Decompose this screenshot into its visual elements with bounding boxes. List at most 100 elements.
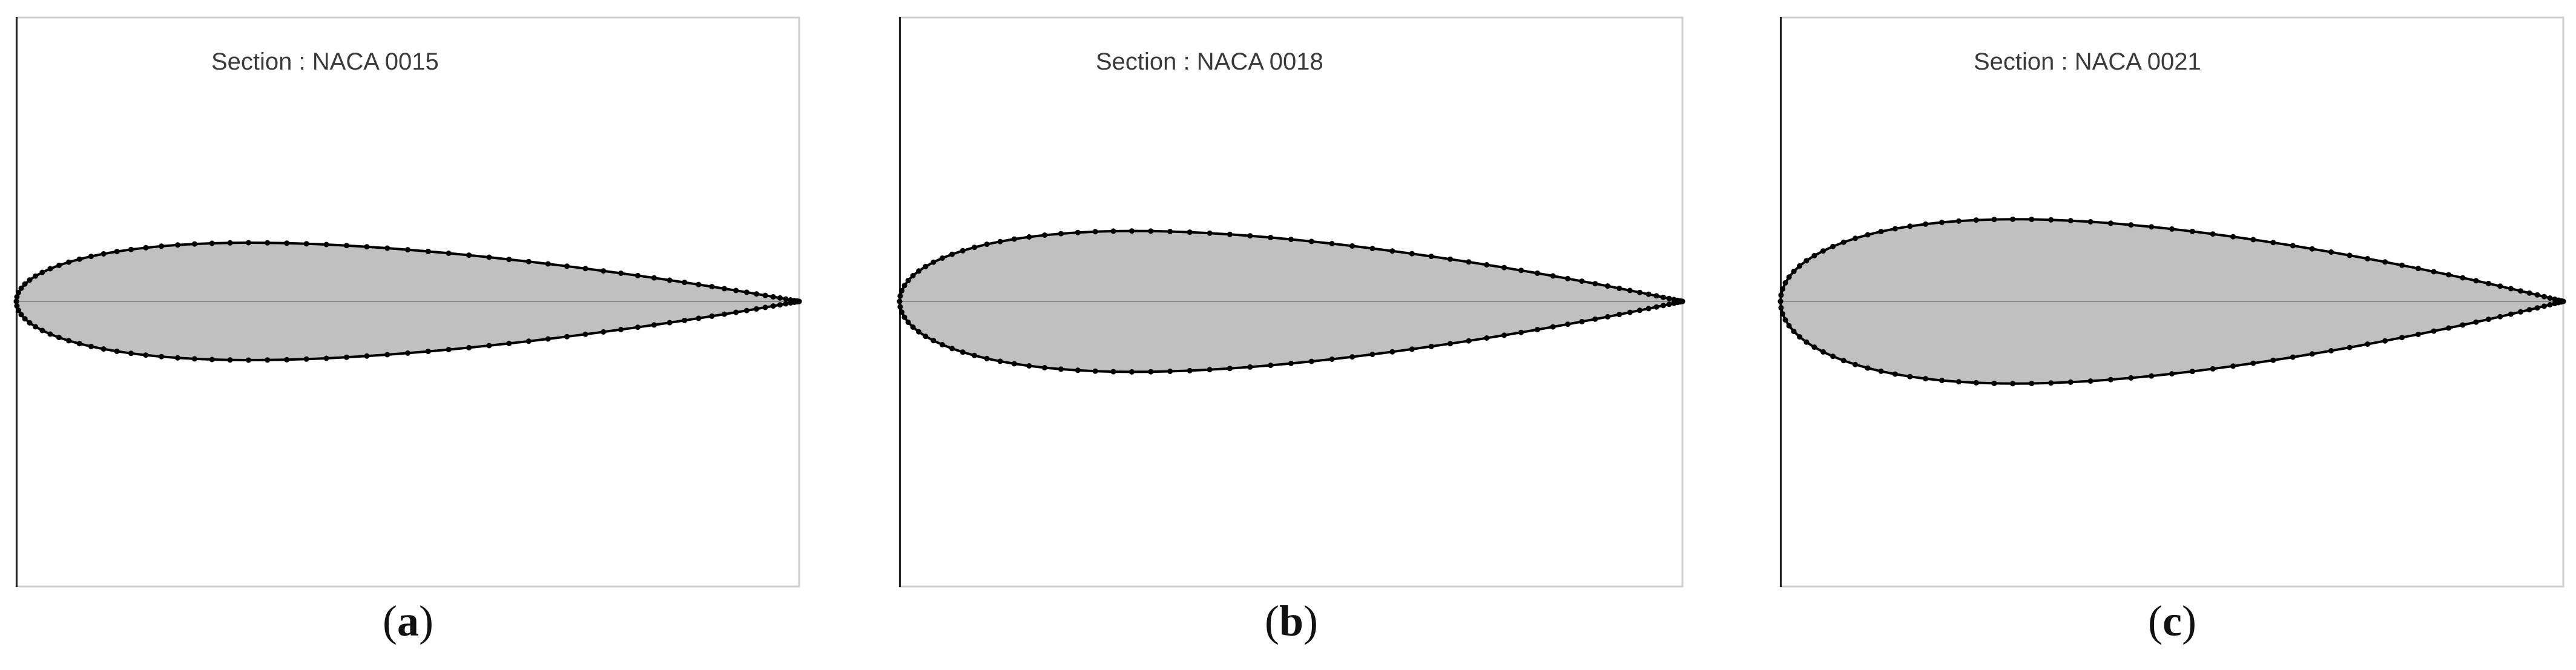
airfoil-node [770, 303, 776, 309]
airfoil-node [284, 356, 290, 363]
airfoil-node [696, 281, 702, 287]
airfoil-node [635, 324, 641, 330]
airfoil-node [1247, 364, 1253, 370]
airfoil-node [1484, 335, 1490, 341]
airfoil-node [1329, 241, 1335, 246]
airfoil-node [1939, 378, 1945, 384]
airfoil-node [1075, 229, 1081, 235]
airfoil-node [2149, 224, 2155, 230]
airfoil-node [18, 312, 24, 318]
airfoil-node [2048, 380, 2054, 386]
airfoil-node [425, 248, 431, 254]
airfoil-node [1579, 278, 1585, 284]
airfoil-node [1058, 366, 1064, 372]
airfoil-node [899, 309, 904, 315]
airfoil-node [910, 324, 916, 330]
airfoil-node [2497, 283, 2503, 289]
airfoil-node [2230, 234, 2236, 240]
airfoil-node [227, 240, 233, 246]
airfoil-node [651, 275, 657, 281]
airfoil-node [1550, 273, 1556, 279]
airfoil-node [1811, 252, 1817, 258]
airfoil-node [33, 273, 39, 279]
airfoil-node [2365, 255, 2371, 261]
airfoil-node [1605, 314, 1610, 320]
airfoil-node [303, 356, 309, 362]
airfoil-node [709, 313, 715, 319]
airfoil-node [2415, 266, 2421, 272]
airfoil-node [2473, 319, 2479, 325]
airfoil-node [545, 336, 551, 342]
airfoil-node [265, 240, 271, 246]
airfoil-node [777, 295, 783, 301]
airfoil-node [66, 338, 72, 344]
airfoil-node [1592, 281, 1598, 287]
airfoil-node [1389, 248, 1395, 254]
airfoil-node [39, 269, 45, 275]
airfoil-node [667, 277, 673, 283]
airfoil-node [733, 309, 739, 315]
airfoil-panel-c: Section : NACA 0021 [1777, 16, 2566, 588]
airfoil-node [722, 286, 727, 292]
airfoil-node [1092, 229, 1098, 235]
airfoil-node [709, 284, 715, 290]
section-label-b: Section : NACA 0018 [1096, 48, 1323, 75]
airfoil-node [2189, 369, 2195, 375]
airfoil-node [284, 240, 290, 246]
airfoil-node [466, 344, 472, 350]
airfoil-node [2087, 218, 2093, 225]
airfoil-node [916, 329, 922, 335]
airfoil-node [1820, 248, 1826, 254]
airfoil-node [66, 259, 72, 265]
airfoil-nodes [897, 228, 1685, 375]
airfoil-node [1786, 323, 1792, 329]
airfoil-node [1247, 233, 1253, 239]
airfoil-node [209, 240, 215, 246]
airfoil-node [175, 355, 180, 361]
airfoil-node [2128, 222, 2134, 228]
airfoil-node [2399, 262, 2405, 268]
airfoil-node [2169, 371, 2175, 377]
airfoil-node [2010, 381, 2015, 387]
airfoil-node [2169, 226, 2175, 232]
airfoil-node [1550, 324, 1556, 330]
airfoil-node [1110, 369, 1116, 375]
airfoil-node [209, 356, 215, 363]
airfoil-node [582, 331, 588, 337]
airfoil-node [2486, 280, 2491, 286]
airfoil-node [76, 256, 82, 262]
airfoil-node [16, 289, 21, 295]
airfoil-node [1227, 231, 1233, 237]
airfoil-nodes [1777, 216, 2566, 387]
airfoil-node [47, 331, 53, 337]
airfoil-node [972, 352, 977, 358]
airfoil-node [2486, 317, 2491, 323]
airfoil-node [1804, 258, 1810, 264]
airfoil-node [1329, 356, 1335, 362]
airfoil-node [1484, 262, 1490, 268]
airfoil-node [1780, 286, 1785, 292]
airfoil-panel-a: Section : NACA 0015 [13, 16, 802, 588]
airfoil-node [1907, 223, 1913, 229]
airfoil-node [466, 252, 472, 258]
airfoil-node [940, 342, 945, 347]
airfoil-node [754, 291, 759, 297]
airfoil-node [960, 349, 966, 355]
airfoil-node [2473, 278, 2479, 284]
airfoil-node [2087, 378, 2093, 384]
airfoil-node [1227, 366, 1233, 372]
airfoil-node [762, 304, 768, 310]
airfoil-node [246, 240, 251, 246]
airfoil-node [2347, 252, 2353, 258]
airfoil-node [997, 358, 1003, 364]
airfoil-node [1534, 270, 1540, 276]
airfoil-node [2460, 275, 2466, 281]
airfoil-node [931, 338, 937, 344]
airfoil-node [783, 301, 789, 307]
airfoil-node [1409, 251, 1415, 257]
airfoil-node [984, 241, 990, 248]
airfoil-node [1778, 292, 1784, 298]
airfoil-node [564, 333, 570, 340]
airfoil-node [2270, 240, 2276, 246]
airfoil-node [1645, 291, 1652, 297]
